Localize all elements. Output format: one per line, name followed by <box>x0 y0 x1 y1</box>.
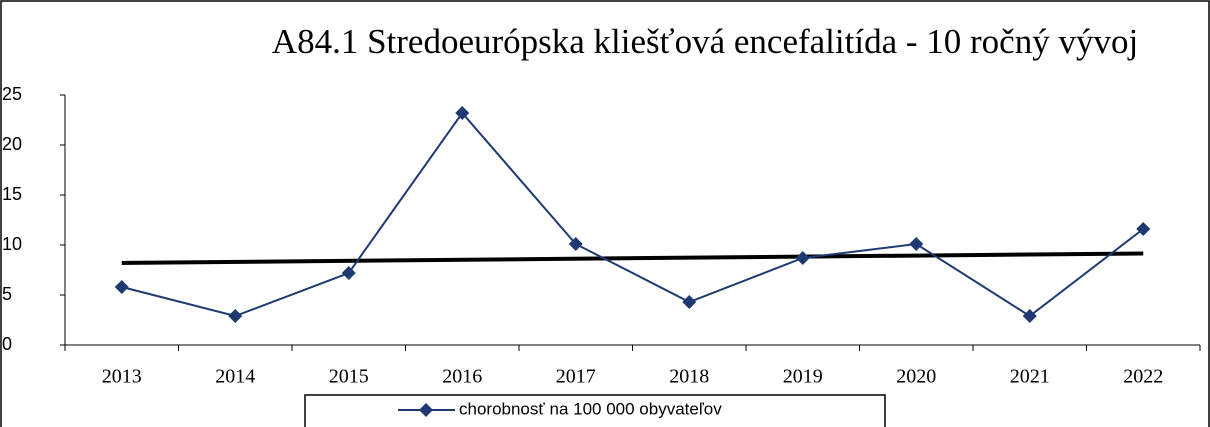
data-point <box>455 106 470 120</box>
chart-title: A84.1 Stredoeurópska kliešťová encefalit… <box>272 22 1138 61</box>
x-tick-label: 2018 <box>669 366 709 388</box>
y-tick-label: 25 <box>2 84 22 104</box>
data-line <box>121 111 1144 318</box>
y-tick-label: 10 <box>2 234 22 254</box>
x-tick-label: 2022 <box>1123 366 1163 388</box>
data-point <box>795 251 810 265</box>
x-tick-label: 2019 <box>783 366 823 388</box>
x-tick-label: 2017 <box>556 366 596 388</box>
data-point <box>682 295 697 309</box>
x-tick-label: 2021 <box>1010 366 1050 388</box>
x-tick-label: 2020 <box>896 366 936 388</box>
x-tick-label: 2016 <box>442 366 482 388</box>
data-point <box>228 309 243 323</box>
y-tick-label: 5 <box>2 284 12 304</box>
x-tick-label: 2013 <box>102 366 142 388</box>
y-tick-label: 20 <box>2 134 22 154</box>
y-tick-label: 15 <box>2 184 22 204</box>
x-tick-label: 2014 <box>215 366 255 388</box>
legend-label: chorobnosť na 100 000 obyvateľov <box>459 399 722 418</box>
data-point <box>114 280 129 294</box>
data-point <box>341 266 356 280</box>
data-point <box>1022 309 1037 323</box>
x-tick-label: 2015 <box>329 366 369 388</box>
data-point <box>568 237 583 251</box>
trendline <box>121 251 1144 265</box>
y-tick-label: 0 <box>2 334 12 354</box>
data-point <box>1136 222 1151 236</box>
data-point <box>909 237 924 251</box>
legend-marker <box>419 403 433 417</box>
